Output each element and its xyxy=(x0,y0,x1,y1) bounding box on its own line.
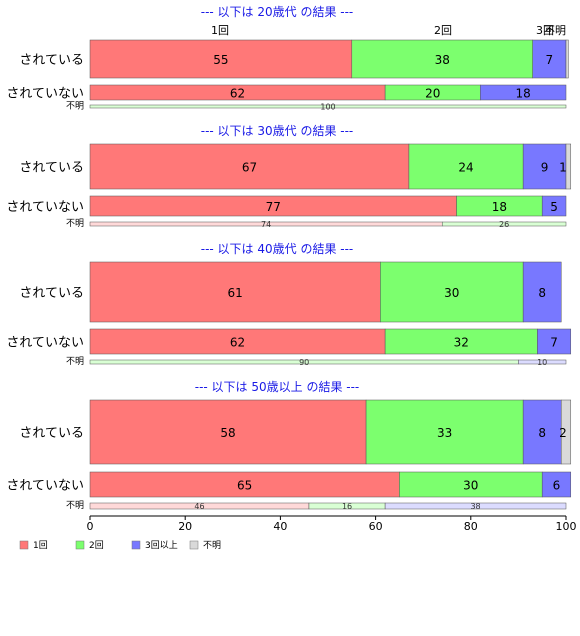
bar-value-3-0-0: 58 xyxy=(220,426,235,440)
bar-segment-3-0-2 xyxy=(522,399,562,465)
bar-value-0-2-1: 100 xyxy=(320,103,335,112)
bar-value-3-0-3: 2 xyxy=(559,426,567,440)
bar-segment-1-1-2 xyxy=(541,195,567,217)
legend-label-2: 3回以上 xyxy=(145,540,178,551)
bar-value-0-0-2: 7 xyxy=(546,53,554,67)
x-tick-label-5: 100 xyxy=(556,520,577,533)
bar-segment-1-0-3 xyxy=(565,143,572,190)
bar-value-1-1-1: 18 xyxy=(492,200,507,214)
bar-segment-3-1-1 xyxy=(399,471,543,498)
bar-segment-3-0-0 xyxy=(89,399,367,465)
bar-segment-3-0-3 xyxy=(560,399,572,465)
bar-value-1-2-1: 26 xyxy=(499,220,509,229)
row-label-3-2: 不明 xyxy=(66,500,84,511)
bar-segment-2-0-0 xyxy=(89,261,381,323)
row-label-2-1: されていない xyxy=(6,336,84,351)
bar-value-3-2-1: 16 xyxy=(342,502,352,511)
legend-swatch-2 xyxy=(131,540,141,550)
row-label-1-1: されていない xyxy=(6,200,84,215)
row-label-1-0: されている xyxy=(19,161,84,176)
x-tick-label-3: 60 xyxy=(369,520,383,533)
bar-value-3-0-2: 8 xyxy=(538,426,546,440)
bar-value-0-1-0: 62 xyxy=(230,87,245,101)
row-label-2-0: されている xyxy=(19,286,84,301)
bar-value-3-2-2: 38 xyxy=(470,502,480,511)
bar-segment-0-2-1 xyxy=(89,104,567,109)
top-category-label-0: 1回 xyxy=(211,24,229,37)
bar-segment-3-1-0 xyxy=(89,471,400,498)
bar-value-0-0-0: 55 xyxy=(213,53,228,67)
row-label-0-2: 不明 xyxy=(66,101,84,112)
bar-value-3-1-0: 65 xyxy=(237,479,252,493)
legend-swatch-0 xyxy=(19,540,29,550)
bar-segment-2-0-2 xyxy=(522,261,562,323)
group-title-0: --- 以下は 20歳代 の結果 --- xyxy=(201,5,354,19)
bar-value-1-0-3: 1 xyxy=(559,161,567,175)
bar-value-1-0-0: 67 xyxy=(242,161,257,175)
bar-value-1-1-2: 5 xyxy=(550,200,558,214)
x-tick-label-2: 40 xyxy=(273,520,287,533)
bar-value-3-1-2: 6 xyxy=(553,479,561,493)
bar-segment-0-1-2 xyxy=(480,84,567,101)
bar-segment-2-2-2 xyxy=(518,359,567,365)
bar-value-1-2-0: 74 xyxy=(261,220,271,229)
bar-value-1-1-0: 77 xyxy=(266,200,281,214)
bar-value-2-1-1: 32 xyxy=(454,336,469,350)
top-category-label-2: 3回 xyxy=(536,24,554,37)
group-title-1: --- 以下は 30歳代 の結果 --- xyxy=(201,124,354,138)
top-category-label-1: 2回 xyxy=(434,24,452,37)
bar-segment-1-2-1 xyxy=(441,221,567,227)
bar-segment-2-1-1 xyxy=(384,328,538,355)
legend-label-3: 不明 xyxy=(203,540,221,551)
bar-segment-2-1-0 xyxy=(89,328,386,355)
bar-segment-2-1-2 xyxy=(537,328,572,355)
bar-value-0-1-1: 20 xyxy=(425,87,440,101)
bar-value-1-0-2: 9 xyxy=(541,161,549,175)
row-label-1-2: 不明 xyxy=(66,218,84,229)
bar-segment-3-2-2 xyxy=(384,502,567,510)
bar-value-2-1-0: 62 xyxy=(230,336,245,350)
bar-value-1-0-1: 24 xyxy=(458,161,473,175)
group-title-3: --- 以下は 50歳以上 の結果 --- xyxy=(195,380,360,394)
bar-value-0-1-2: 18 xyxy=(516,87,531,101)
x-tick-label-1: 20 xyxy=(178,520,192,533)
legend-swatch-1 xyxy=(75,540,85,550)
bar-value-2-0-1: 30 xyxy=(444,286,459,300)
top-category-label-3: 不明 xyxy=(544,24,566,37)
row-label-3-0: されている xyxy=(19,426,84,441)
bar-value-2-2-2: 10 xyxy=(537,358,547,367)
group-title-2: --- 以下は 40歳代 の結果 --- xyxy=(201,242,354,256)
row-label-3-1: されていない xyxy=(6,479,84,494)
x-tick-label-0: 0 xyxy=(87,520,94,533)
bar-segment-0-0-1 xyxy=(351,39,533,79)
row-label-0-1: されていない xyxy=(6,87,84,102)
row-label-0-0: されている xyxy=(19,53,84,68)
bar-segment-1-0-1 xyxy=(408,143,524,190)
bar-value-2-0-2: 8 xyxy=(538,286,546,300)
bar-value-2-2-1: 90 xyxy=(299,358,309,367)
bar-value-3-0-1: 33 xyxy=(437,426,452,440)
legend-label-0: 1回 xyxy=(33,540,48,551)
bar-segment-0-0-3 xyxy=(565,39,569,79)
bar-segment-3-0-1 xyxy=(365,399,524,465)
x-tick-label-4: 80 xyxy=(464,520,478,533)
row-label-2-2: 不明 xyxy=(66,356,84,367)
bar-value-3-1-1: 30 xyxy=(463,479,478,493)
bar-segment-3-1-2 xyxy=(541,471,572,498)
legend-label-1: 2回 xyxy=(89,540,104,551)
bar-segment-1-0-2 xyxy=(522,143,567,190)
legend-swatch-3 xyxy=(189,540,199,550)
bar-value-2-1-2: 7 xyxy=(550,336,558,350)
bar-value-2-0-0: 61 xyxy=(228,286,243,300)
bar-value-0-0-1: 38 xyxy=(435,53,450,67)
bar-value-3-2-0: 46 xyxy=(194,502,204,511)
